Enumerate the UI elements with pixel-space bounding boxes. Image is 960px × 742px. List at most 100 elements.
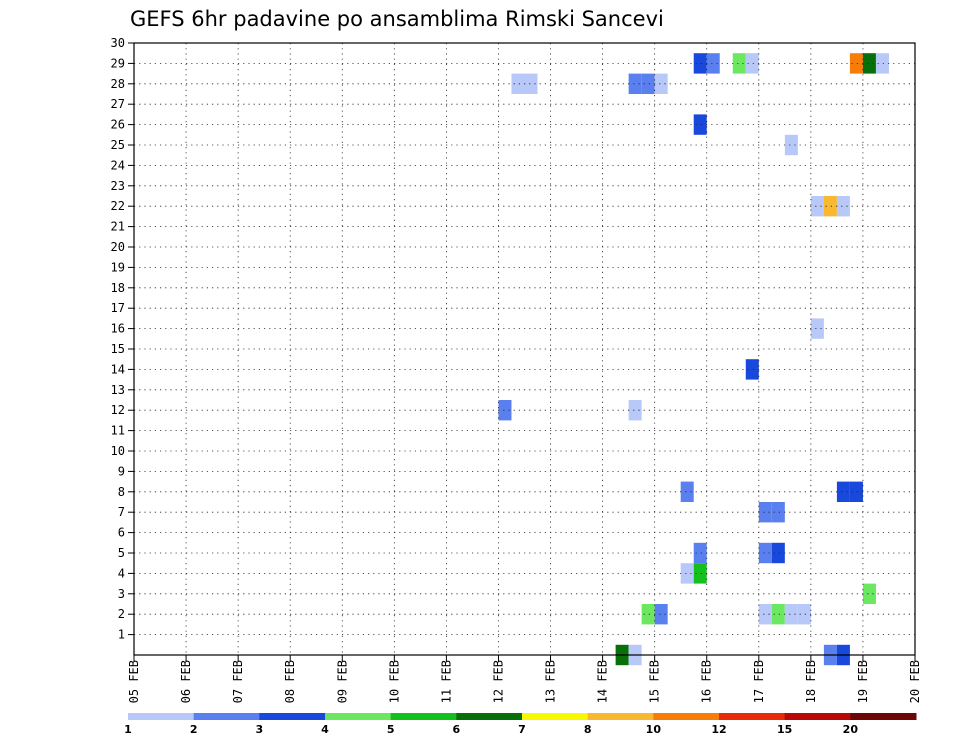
x-tick-label: 13 FEB	[544, 660, 558, 703]
cell	[524, 73, 538, 94]
y-tick-label: 17	[111, 301, 125, 315]
y-tick-label: 9	[118, 464, 125, 478]
y-tick-label: 18	[111, 281, 125, 295]
y-tick-label: 15	[111, 342, 125, 356]
cell	[693, 114, 707, 135]
legend-swatch	[390, 713, 457, 720]
x-tick-label: 09 FEB	[335, 660, 349, 703]
x-tick-label: 05 FEB	[127, 660, 141, 703]
legend-swatch	[259, 713, 326, 720]
cells-layer	[498, 53, 889, 666]
cell	[680, 481, 694, 502]
y-tick-label: 12	[111, 403, 125, 417]
cell	[680, 563, 694, 584]
cell	[628, 73, 642, 94]
axis-layer: 1234567891011121314151617181920212223242…	[111, 36, 922, 703]
y-tick-label: 8	[118, 485, 125, 499]
legend-label: 6	[453, 723, 461, 736]
legend-label: 8	[584, 723, 592, 736]
x-tick-label: 10 FEB	[387, 660, 401, 703]
y-tick-label: 25	[111, 138, 125, 152]
legend-swatch	[128, 713, 195, 720]
legend-label: 3	[256, 723, 264, 736]
legend-swatch	[784, 713, 851, 720]
y-tick-label: 5	[118, 546, 125, 560]
cell	[771, 502, 785, 523]
legend-swatch	[456, 713, 523, 720]
y-tick-label: 21	[111, 220, 125, 234]
x-tick-label: 12 FEB	[491, 660, 505, 703]
y-tick-label: 14	[111, 362, 125, 376]
x-tick-label: 14 FEB	[596, 660, 610, 703]
legend-swatch	[719, 713, 786, 720]
legend-swatch	[587, 713, 654, 720]
legend-label: 4	[321, 723, 329, 736]
cell	[784, 604, 798, 625]
y-tick-label: 22	[111, 199, 125, 213]
cell	[706, 53, 720, 74]
cell	[862, 583, 876, 604]
color-legend: 1 2 3 4 5 6 7 8 10 12 15 20	[124, 713, 917, 736]
cell	[849, 481, 863, 502]
legend-label: 7	[518, 723, 526, 736]
x-tick-label: 11 FEB	[439, 660, 453, 703]
legend-swatch	[522, 713, 589, 720]
x-tick-label: 20 FEB	[908, 660, 922, 703]
cell	[511, 73, 525, 94]
y-tick-label: 27	[111, 97, 125, 111]
x-tick-label: 07 FEB	[231, 660, 245, 703]
legend-label: 15	[777, 723, 792, 736]
cell	[875, 53, 889, 74]
cell	[758, 502, 772, 523]
cell	[797, 604, 811, 625]
plot-frame	[133, 42, 916, 656]
legend-swatch	[193, 713, 260, 720]
grid-layer	[134, 43, 915, 655]
chart-title: GEFS 6hr padavine po ansamblima Rimski S…	[130, 7, 664, 31]
y-tick-label: 11	[111, 424, 125, 438]
legend-swatch	[325, 713, 392, 720]
cell	[693, 542, 707, 564]
cell	[693, 53, 707, 74]
cell	[745, 359, 759, 380]
legend-label: 2	[190, 723, 198, 736]
cell	[693, 563, 707, 584]
y-tick-label: 2	[118, 607, 125, 621]
cell	[758, 604, 772, 625]
cell	[771, 604, 785, 625]
cell	[849, 53, 863, 74]
cell	[654, 604, 668, 625]
x-tick-label: 19 FEB	[856, 660, 870, 703]
cell	[628, 400, 642, 421]
cell	[810, 318, 824, 339]
y-tick-label: 29	[111, 56, 125, 70]
cell	[771, 542, 785, 564]
y-tick-label: 30	[111, 36, 125, 50]
x-tick-label: 16 FEB	[700, 660, 714, 703]
y-tick-label: 4	[118, 566, 125, 580]
cell	[641, 73, 655, 94]
cell	[654, 73, 668, 94]
cell	[758, 542, 772, 564]
y-tick-label: 13	[111, 383, 125, 397]
legend-label: 10	[646, 723, 662, 736]
y-tick-label: 19	[111, 260, 125, 274]
y-tick-label: 26	[111, 118, 125, 132]
y-tick-label: 7	[118, 505, 125, 519]
x-tick-label: 08 FEB	[283, 660, 297, 703]
y-tick-label: 28	[111, 77, 125, 91]
cell	[498, 400, 512, 421]
x-tick-label: 17 FEB	[752, 660, 766, 703]
cell	[745, 53, 759, 74]
y-tick-label: 20	[111, 240, 125, 254]
y-tick-label: 3	[118, 587, 125, 601]
y-tick-label: 24	[111, 158, 125, 172]
cell	[732, 53, 746, 74]
y-tick-label: 10	[111, 444, 125, 458]
cell	[836, 481, 850, 502]
legend-label: 1	[124, 723, 132, 736]
legend-label: 20	[843, 723, 859, 736]
cell	[836, 196, 850, 217]
x-tick-label: 15 FEB	[648, 660, 662, 703]
legend-label: 5	[387, 723, 395, 736]
